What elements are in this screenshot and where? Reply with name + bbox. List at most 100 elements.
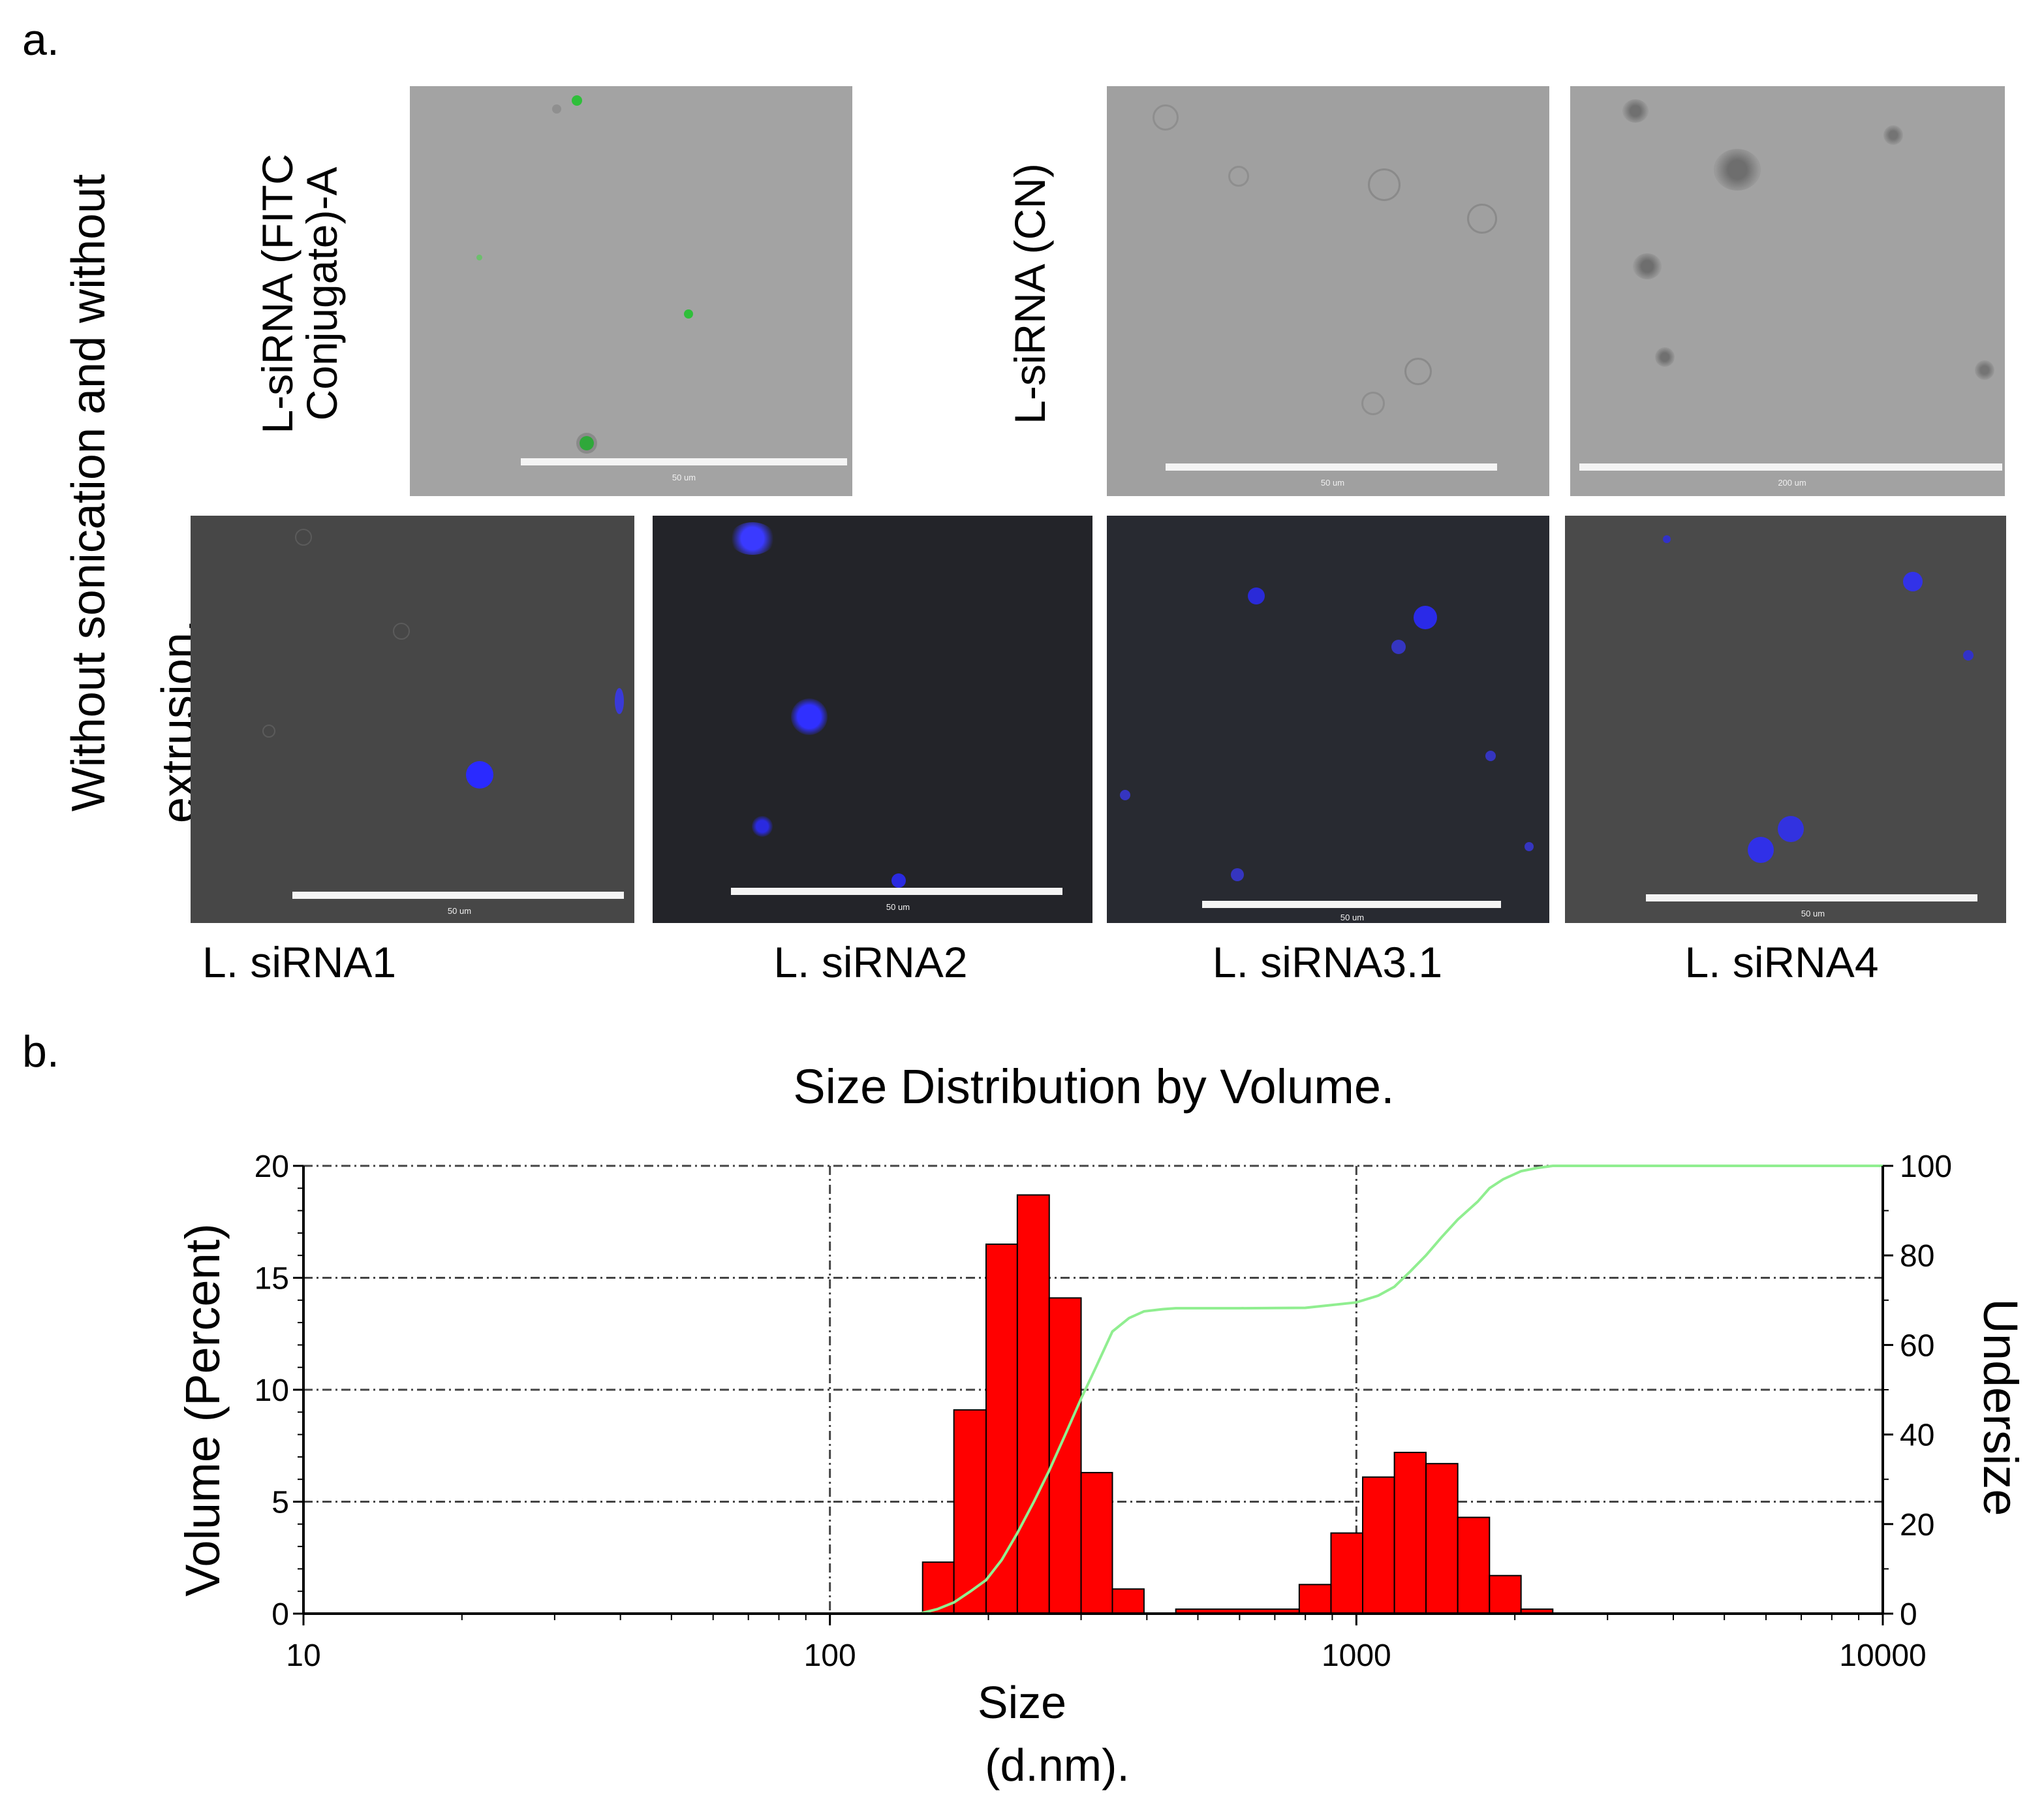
y2-tick-label: 20 <box>1900 1508 1934 1542</box>
scale-bar <box>1166 463 1497 471</box>
particle <box>552 104 561 114</box>
micrograph-cn-200um: 200 um <box>1570 86 2005 496</box>
y-tick-label: 20 <box>255 1150 289 1184</box>
dapi-particle <box>1391 640 1406 654</box>
particle-cluster <box>1622 99 1649 123</box>
fitc-particle <box>684 309 693 319</box>
histogram-bar <box>1362 1476 1395 1615</box>
size-distribution-chart: Size Distribution by Volume. 10 100 1000 10… <box>176 1059 2028 1791</box>
y-tick-label: 0 <box>271 1597 289 1632</box>
particle-cluster <box>1633 253 1662 279</box>
bars <box>921 1194 1554 1615</box>
caption-siRNA1: L. siRNA1 <box>202 938 397 986</box>
y2-tick-label: 0 <box>1900 1597 1917 1632</box>
scale-bar <box>521 458 847 465</box>
histogram-bar <box>1393 1452 1427 1614</box>
x-axis-label-unit: (d.nm). <box>985 1740 1130 1791</box>
micrograph-siRNA4: 50 um <box>1565 516 2006 923</box>
row-label-cn: L-siRNA (CN) <box>1006 163 1054 424</box>
caption-siRNA2: L. siRNA2 <box>773 938 968 986</box>
scale-bar-label: 50 um <box>1320 478 1345 488</box>
panel-a-label: a. <box>22 15 59 65</box>
histogram-bar <box>1489 1574 1522 1615</box>
scale-bar-label: 50 um <box>672 473 696 482</box>
dapi-particle <box>891 873 906 888</box>
fitc-particle <box>580 436 594 450</box>
histogram-bar <box>953 1409 987 1614</box>
y2-axis-label: Undersize <box>1974 1298 2028 1516</box>
vesicle <box>1467 204 1497 234</box>
histogram-bar <box>1298 1584 1332 1614</box>
vesicle <box>1404 358 1432 385</box>
x-tick-label: 100 <box>804 1638 856 1673</box>
fitc-particle <box>476 255 482 260</box>
dapi-particle <box>752 816 773 837</box>
panel-b-label: b. <box>22 1027 59 1076</box>
micrograph-siRNA1: 50 um <box>191 516 634 923</box>
particle-cluster <box>1655 347 1675 367</box>
y2-tick-label: 100 <box>1900 1150 1952 1184</box>
scale-bar-label: 200 um <box>1778 478 1806 488</box>
dapi-particle <box>1778 816 1804 842</box>
particle <box>262 725 275 738</box>
undersize-line <box>303 1165 1883 1615</box>
dapi-particle <box>466 761 493 789</box>
caption-siRNA3-1: L. siRNA3.1 <box>1212 938 1443 986</box>
scale-bar <box>1202 901 1501 908</box>
dapi-particle <box>1663 535 1671 543</box>
particle <box>393 623 410 640</box>
histogram-bar <box>1080 1471 1113 1614</box>
histogram-bar <box>1016 1194 1050 1614</box>
x-tick-label: 1000 <box>1322 1638 1391 1673</box>
vesicle <box>1228 166 1249 187</box>
vesicle <box>1368 168 1401 201</box>
histogram-bar <box>921 1561 955 1614</box>
particle-cluster <box>1883 125 1903 145</box>
dapi-particle <box>791 698 828 735</box>
dapi-particle <box>1525 842 1534 851</box>
dapi-particle <box>1120 790 1130 800</box>
y-tick-label: 15 <box>255 1262 289 1296</box>
caption-siRNA4: L. siRNA4 <box>1684 938 1879 986</box>
x-tick-label: 10000 <box>1839 1638 1926 1673</box>
x-tick-label: 10 <box>286 1638 320 1673</box>
undersize-curve <box>303 1165 1883 1615</box>
ticks: 10 100 1000 10000 0 5 10 15 20 0 20 40 60 80 100 <box>255 1150 1952 1673</box>
histogram-bar <box>1111 1588 1145 1615</box>
scale-bar-label: 50 um <box>886 902 910 912</box>
side-title-line1: Without sonication and without <box>63 174 115 812</box>
y2-tick-label: 40 <box>1900 1418 1934 1453</box>
fitc-particle <box>572 95 582 106</box>
particle <box>295 529 312 546</box>
y-tick-label: 10 <box>255 1373 289 1408</box>
x-axis-label: Size <box>978 1677 1066 1728</box>
dapi-particle <box>1248 587 1265 604</box>
y2-tick-label: 60 <box>1900 1328 1934 1363</box>
histogram-bar <box>1330 1532 1364 1615</box>
vesicle <box>1153 104 1179 131</box>
row-label-fitc-line2: Conjugate)-A <box>298 166 346 421</box>
dapi-particle <box>730 522 775 555</box>
dapi-particle <box>1903 572 1923 591</box>
micrograph-siRNA2: 50 um <box>653 516 1092 923</box>
micrograph-fitc: 50 um <box>410 86 852 496</box>
histogram-bar <box>1048 1297 1082 1614</box>
scale-bar <box>292 892 624 899</box>
dapi-particle <box>1748 837 1774 863</box>
particle-cluster <box>1714 149 1761 191</box>
scale-bar <box>731 888 1062 895</box>
scale-bar-label: 50 um <box>447 906 472 916</box>
scale-bar-label: 50 um <box>1801 909 1825 918</box>
micrograph-cn-50um: 50 um <box>1107 86 1549 496</box>
histogram-bar <box>1457 1516 1491 1615</box>
dapi-particle <box>1414 606 1437 629</box>
y-axis-label: Volume (Percent) <box>176 1223 230 1597</box>
histogram-bar <box>1425 1463 1459 1614</box>
particle-cluster <box>1975 360 1994 380</box>
dapi-particle <box>1231 868 1244 881</box>
dapi-particle <box>1485 751 1496 761</box>
scale-bar-label: 50 um <box>1340 913 1365 922</box>
y-tick-label: 5 <box>271 1486 289 1520</box>
micrograph-siRNA3-1: 50 um <box>1107 516 1549 923</box>
vesicle <box>1361 392 1385 415</box>
